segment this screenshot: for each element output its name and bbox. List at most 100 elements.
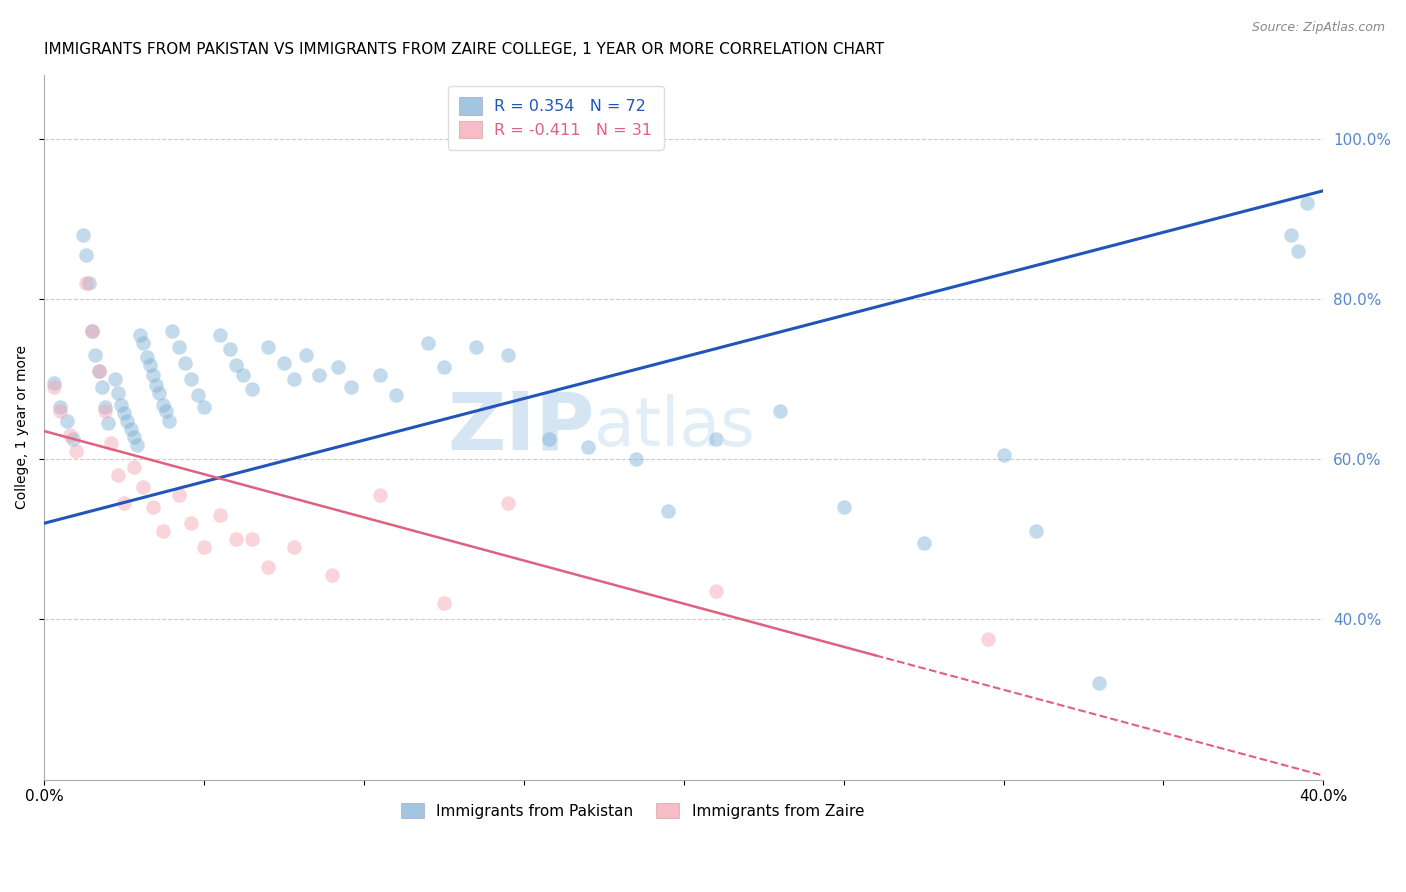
- Point: [496, 348, 519, 362]
- Point: [82, 324, 104, 338]
- Point: [84, 348, 107, 362]
- Point: [433, 596, 456, 610]
- Point: [283, 541, 305, 555]
- Point: [112, 406, 135, 420]
- Point: [157, 414, 180, 428]
- Point: [328, 359, 350, 374]
- Point: [132, 336, 155, 351]
- Point: [142, 368, 165, 382]
- Point: [152, 398, 174, 412]
- Point: [148, 386, 170, 401]
- Point: [94, 404, 117, 418]
- Point: [225, 533, 247, 547]
- Point: [112, 496, 135, 510]
- Point: [231, 368, 253, 382]
- Point: [257, 340, 280, 354]
- Point: [321, 568, 343, 582]
- Point: [240, 533, 263, 547]
- Point: [993, 448, 1015, 462]
- Point: [465, 340, 488, 354]
- Point: [576, 440, 599, 454]
- Point: [385, 388, 408, 402]
- Point: [209, 328, 232, 343]
- Point: [110, 398, 132, 412]
- Point: [704, 584, 727, 599]
- Point: [193, 400, 215, 414]
- Point: [97, 416, 120, 430]
- Point: [129, 328, 152, 343]
- Point: [90, 380, 112, 394]
- Point: [142, 500, 165, 515]
- Point: [65, 444, 87, 458]
- Point: [42, 380, 65, 394]
- Point: [257, 560, 280, 574]
- Point: [132, 480, 155, 494]
- Point: [152, 524, 174, 539]
- Point: [1296, 195, 1319, 210]
- Point: [496, 496, 519, 510]
- Point: [49, 404, 72, 418]
- Text: IMMIGRANTS FROM PAKISTAN VS IMMIGRANTS FROM ZAIRE COLLEGE, 1 YEAR OR MORE CORREL: IMMIGRANTS FROM PAKISTAN VS IMMIGRANTS F…: [44, 42, 884, 57]
- Point: [117, 414, 139, 428]
- Point: [42, 376, 65, 390]
- Point: [94, 400, 117, 414]
- Point: [180, 372, 202, 386]
- Point: [75, 248, 97, 262]
- Point: [104, 372, 127, 386]
- Point: [155, 404, 177, 418]
- Y-axis label: College, 1 year or more: College, 1 year or more: [15, 345, 30, 509]
- Point: [145, 378, 167, 392]
- Point: [538, 432, 561, 446]
- Point: [295, 348, 318, 362]
- Point: [59, 428, 82, 442]
- Legend: Immigrants from Pakistan, Immigrants from Zaire: Immigrants from Pakistan, Immigrants fro…: [395, 797, 870, 825]
- Point: [340, 380, 363, 394]
- Point: [1286, 244, 1309, 258]
- Point: [240, 382, 263, 396]
- Point: [273, 356, 295, 370]
- Point: [174, 356, 197, 370]
- Point: [62, 432, 84, 446]
- Point: [283, 372, 305, 386]
- Point: [120, 422, 142, 436]
- Point: [1279, 227, 1302, 242]
- Text: ZIP: ZIP: [447, 388, 595, 467]
- Point: [769, 404, 792, 418]
- Point: [107, 468, 129, 483]
- Point: [368, 488, 391, 502]
- Point: [100, 436, 122, 450]
- Text: atlas: atlas: [595, 394, 755, 460]
- Point: [139, 358, 162, 372]
- Point: [704, 432, 727, 446]
- Point: [82, 324, 104, 338]
- Point: [368, 368, 391, 382]
- Point: [416, 336, 439, 351]
- Point: [308, 368, 330, 382]
- Point: [1088, 676, 1111, 690]
- Point: [433, 359, 456, 374]
- Point: [87, 364, 110, 378]
- Point: [225, 358, 247, 372]
- Point: [209, 508, 232, 523]
- Point: [1024, 524, 1046, 539]
- Point: [160, 324, 183, 338]
- Point: [624, 452, 647, 467]
- Point: [55, 414, 77, 428]
- Point: [125, 438, 148, 452]
- Point: [187, 388, 209, 402]
- Point: [193, 541, 215, 555]
- Point: [122, 460, 145, 475]
- Point: [912, 536, 935, 550]
- Point: [218, 342, 240, 356]
- Point: [657, 504, 679, 518]
- Point: [77, 276, 100, 290]
- Point: [72, 227, 94, 242]
- Text: Source: ZipAtlas.com: Source: ZipAtlas.com: [1251, 21, 1385, 34]
- Point: [167, 340, 190, 354]
- Point: [49, 400, 72, 414]
- Point: [976, 632, 998, 647]
- Point: [122, 430, 145, 444]
- Point: [167, 488, 190, 502]
- Point: [832, 500, 855, 515]
- Point: [87, 364, 110, 378]
